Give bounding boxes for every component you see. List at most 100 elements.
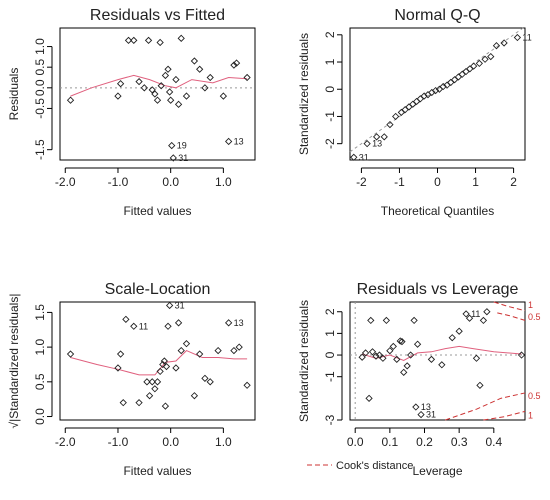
data-point <box>114 364 122 372</box>
data-point <box>416 95 425 103</box>
data-point <box>214 346 222 355</box>
data-point <box>458 70 466 78</box>
y-tick-label: 0.5 <box>33 373 47 390</box>
x-axis-title: Leverage <box>412 464 462 478</box>
data-point <box>177 346 185 355</box>
data-point <box>472 354 481 362</box>
data-point <box>412 403 420 411</box>
cooks-distance-contour <box>483 410 526 421</box>
data-point <box>417 410 425 419</box>
y-tick-label: -2 <box>323 138 337 149</box>
data-point <box>481 55 489 63</box>
data-point <box>172 75 180 84</box>
data-point <box>243 381 251 389</box>
x-tick-label: -1.0 <box>108 175 129 189</box>
data-point <box>122 315 130 323</box>
panel-4: Residuals vs Leverage 0.0 0.1 0.2 0.3 0.4 -3 -1… <box>297 281 541 478</box>
data-point <box>232 59 241 67</box>
data-point <box>412 97 421 106</box>
x-tick-label: 2 <box>510 175 517 189</box>
data-point <box>143 378 151 386</box>
cooks-distance-contour <box>497 312 526 321</box>
data-point <box>450 76 459 84</box>
cooks-distance-contour <box>493 301 526 312</box>
y-tick-label: 0.0 <box>33 408 47 425</box>
point-label: 13 <box>234 136 244 146</box>
y-tick-label: 1.0 <box>33 338 47 355</box>
data-point <box>243 73 251 82</box>
y-axis-title: Standardized residuals <box>297 300 311 422</box>
data-point <box>396 337 404 345</box>
data-point <box>409 100 417 108</box>
data-point <box>403 362 411 370</box>
x-axis-title: Fitted values <box>123 464 191 478</box>
y-tick-label: -0.5 <box>33 98 47 119</box>
plot-frame <box>349 27 526 161</box>
data-point <box>169 154 177 162</box>
x-tick-label: -1 <box>394 175 405 189</box>
data-point <box>140 84 148 92</box>
y-axis-title: Residuals <box>7 68 21 121</box>
data-point <box>172 364 180 372</box>
data-point <box>162 362 171 371</box>
data-point <box>367 316 375 325</box>
data-point <box>153 96 162 104</box>
data-point <box>182 340 191 348</box>
data-point <box>398 337 406 346</box>
data-point <box>124 36 133 45</box>
data-point <box>196 350 204 358</box>
plot-title: Residuals vs Leverage <box>357 281 519 298</box>
data-point <box>190 57 199 65</box>
data-point <box>492 42 501 50</box>
x-tick-label: 0.0 <box>162 175 179 189</box>
data-point <box>413 340 422 348</box>
plot-title: Residuals vs Fitted <box>90 7 225 24</box>
data-point <box>148 86 156 94</box>
cooks-contour-label: 0.5 <box>528 312 541 322</box>
data-point <box>438 361 446 369</box>
y-tick-label: -1 <box>323 371 337 382</box>
cooks-contour-label: 1 <box>528 300 533 310</box>
data-point <box>407 351 415 359</box>
y-tick-label: 0.5 <box>33 59 47 76</box>
data-point <box>196 65 204 73</box>
y-tick-label: 2 <box>323 308 337 315</box>
point-label: 31 <box>175 300 185 310</box>
x-tick-label: -2.0 <box>55 175 76 189</box>
data-point <box>470 62 478 70</box>
data-point <box>401 106 409 114</box>
data-point <box>513 33 522 42</box>
x-tick-label: 0.0 <box>162 435 179 449</box>
data-point <box>462 67 470 76</box>
data-point <box>130 322 138 330</box>
data-point <box>431 86 440 95</box>
y-axis-title: √|Standardized residuals| <box>7 294 21 429</box>
x-tick-label: 0 <box>434 175 441 189</box>
data-point <box>397 108 405 117</box>
panel-1: Residuals vs Fitted -2.0 -1.0 0.0 1.0 -1.5 -0.… <box>7 7 256 218</box>
data-point <box>206 73 214 82</box>
data-point <box>389 342 397 351</box>
data-point <box>156 367 164 376</box>
data-point <box>386 120 394 129</box>
plot-frame <box>59 27 256 161</box>
y-tick-label: 1 <box>323 330 337 337</box>
point-label: 11 <box>139 321 148 331</box>
point-label: 13 <box>234 318 244 328</box>
data-point <box>372 352 380 360</box>
point-label: 31 <box>359 152 369 162</box>
plot-frame <box>349 301 526 421</box>
data-point <box>372 133 381 141</box>
data-point <box>225 137 233 146</box>
data-point <box>119 399 127 407</box>
x-tick-label: -2 <box>356 175 367 189</box>
x-tick-label: 1.0 <box>215 175 232 189</box>
x-axis-title: Theoretical Quantiles <box>381 204 494 218</box>
data-point <box>206 378 214 386</box>
x-tick-label: -1.0 <box>108 435 129 449</box>
data-point <box>368 348 377 356</box>
data-point <box>455 327 463 335</box>
data-point <box>230 61 238 69</box>
data-point <box>358 353 366 361</box>
data-point <box>465 314 474 322</box>
